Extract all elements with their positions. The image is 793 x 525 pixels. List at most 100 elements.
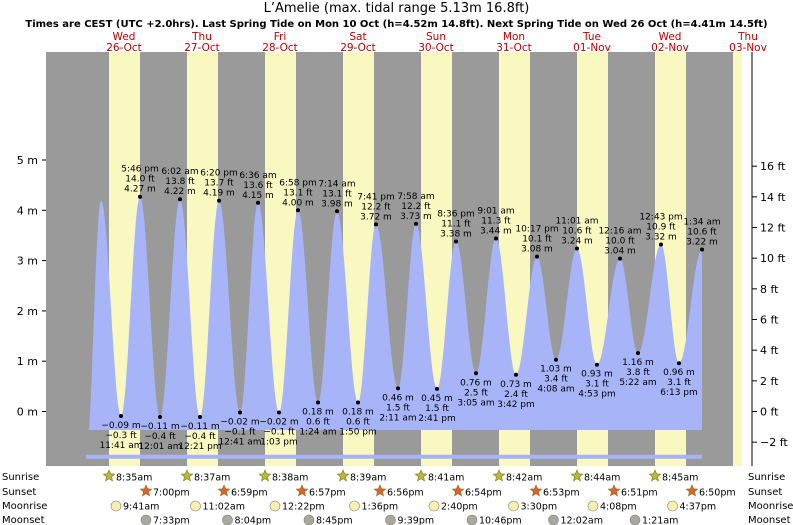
high-tide-ft: 11.3 ft <box>481 216 511 226</box>
low-tide-point <box>396 386 400 391</box>
low-tide-time: 12:01 am <box>138 442 181 452</box>
low-tide-ft: 0.6 ft <box>306 417 330 427</box>
low-tide-point <box>474 371 478 376</box>
sunrise-icon <box>648 469 662 482</box>
row-label-moonrise-left: Moonrise <box>2 501 47 512</box>
low-tide-time: 12:41 am <box>218 438 261 448</box>
high-tide-m: 3.32 m <box>645 233 677 243</box>
y-left-tick-label: 5 m <box>17 154 38 167</box>
sunset-time: 6:59pm <box>231 488 268 499</box>
low-tide-point <box>158 415 162 420</box>
day-weekday: Wed <box>113 31 136 43</box>
sunset-icon <box>295 484 309 497</box>
low-tide-point <box>316 400 320 405</box>
moonrise-time: 1:36pm <box>362 502 399 513</box>
sunset-time: 6:54pm <box>465 488 502 499</box>
y-left-tick-label: 2 m <box>17 305 38 318</box>
high-tide-ft: 10.9 ft <box>646 223 676 233</box>
low-tide-ft: −0.3 ft <box>105 431 137 441</box>
high-tide-m: 4.15 m <box>242 191 274 201</box>
moonset-icon <box>303 514 315 525</box>
day-date: 29-Oct <box>340 42 376 54</box>
low-tide-ft: 3.1 ft <box>585 380 609 390</box>
row-label-moonset-left: Moonset <box>2 515 45 525</box>
sunrise-icon <box>336 469 350 482</box>
moonset-time: 8:04pm <box>235 516 272 525</box>
moonrise-time: 11:02am <box>203 502 245 513</box>
moonrise-time: 3:30pm <box>521 502 558 513</box>
low-tide-m: 0.18 m <box>302 407 334 417</box>
high-tide-time: 6:58 pm <box>279 178 317 188</box>
high-tide-point <box>575 246 579 251</box>
sunrise-time: 8:35am <box>116 473 152 484</box>
sunset-time: 6:50pm <box>699 488 736 499</box>
high-tide-ft: 13.6 ft <box>243 181 273 191</box>
sunset-time: 6:57pm <box>309 488 346 499</box>
low-tide-time: 3:05 am <box>457 398 494 408</box>
y-right-tick-label: 4 ft <box>760 344 779 357</box>
moonrise-icon <box>349 500 360 512</box>
low-tide-ft: 2.4 ft <box>504 390 528 400</box>
high-tide-ft: 10.1 ft <box>522 235 552 245</box>
high-tide-m: 3.22 m <box>686 238 718 248</box>
low-tide-time: 1:03 pm <box>260 438 298 448</box>
chart-subtitle: Times are CEST (UTC +2.0hrs). Last Sprin… <box>25 19 768 30</box>
row-label-sunrise-right: Sunrise <box>748 472 785 483</box>
moonset-time: 10:46pm <box>479 516 522 525</box>
sunrise-time: 8:42am <box>506 473 542 484</box>
high-tide-m: 4.27 m <box>124 185 156 195</box>
low-tide-ft: −0.1 ft <box>263 428 295 438</box>
moonset-icon <box>629 514 641 525</box>
sunset-icon <box>139 484 153 497</box>
high-tide-m: 3.08 m <box>521 245 553 255</box>
day-date: 31-Oct <box>496 42 532 54</box>
y-right-tick-label: 2 ft <box>760 375 779 388</box>
low-tide-point <box>277 410 281 415</box>
low-tide-m: −0.09 m <box>101 421 140 431</box>
moonrise-icon <box>190 500 201 512</box>
high-tide-time: 6:20 pm <box>200 169 238 179</box>
day-weekday: Thu <box>737 31 758 43</box>
day-weekday: Thu <box>191 31 212 43</box>
high-tide-m: 4.00 m <box>282 198 314 208</box>
y-left-tick-label: 3 m <box>17 255 38 268</box>
high-tide-time: 6:02 am <box>161 167 198 177</box>
day-date: 30-Oct <box>418 42 454 54</box>
low-tide-time: 2:41 pm <box>418 414 456 424</box>
moonrise-time: 12:22pm <box>282 502 325 513</box>
low-tide-time: 4:08 am <box>537 385 574 395</box>
sunrise-icon <box>102 469 116 482</box>
low-tide-point <box>514 372 518 377</box>
low-tide-time: 6:13 pm <box>660 388 698 398</box>
day-date: 03-Nov <box>729 42 767 54</box>
high-tide-time: 12:16 am <box>598 227 641 237</box>
high-tide-point <box>700 247 704 252</box>
high-tide-point <box>374 222 378 227</box>
moonset-time: 12:02am <box>561 516 603 525</box>
sunset-icon <box>607 484 621 497</box>
day-date: 02-Nov <box>651 42 689 54</box>
high-tide-time: 7:14 am <box>318 179 355 189</box>
low-tide-time: 12:21 pm <box>178 442 221 452</box>
moonrise-time: 4:08pm <box>600 502 637 513</box>
low-tide-m: −0.11 m <box>180 422 219 432</box>
high-tide-point <box>256 200 260 205</box>
high-tide-ft: 11.1 ft <box>441 219 471 229</box>
high-tide-time: 5:46 pm <box>121 165 159 175</box>
low-tide-time: 4:53 pm <box>578 390 616 400</box>
low-tide-time: 2:11 am <box>379 413 416 423</box>
high-tide-ft: 10.6 ft <box>562 227 592 237</box>
moonrise-time: 9:41am <box>123 502 159 513</box>
sunrise-time: 8:37am <box>194 473 230 484</box>
moonrise-icon <box>269 500 281 512</box>
high-tide-point <box>494 236 498 241</box>
y-right-tick-label: −2 ft <box>760 436 788 449</box>
high-tide-ft: 12.2 ft <box>401 202 431 212</box>
y-right-tick-label: 6 ft <box>760 314 779 327</box>
moonset-time: 8:45pm <box>316 516 353 525</box>
moonset-time: 1:21am <box>642 516 678 525</box>
sunset-time: 6:53pm <box>543 488 580 499</box>
sunset-icon <box>529 484 543 497</box>
low-tide-m: 0.73 m <box>500 380 532 390</box>
